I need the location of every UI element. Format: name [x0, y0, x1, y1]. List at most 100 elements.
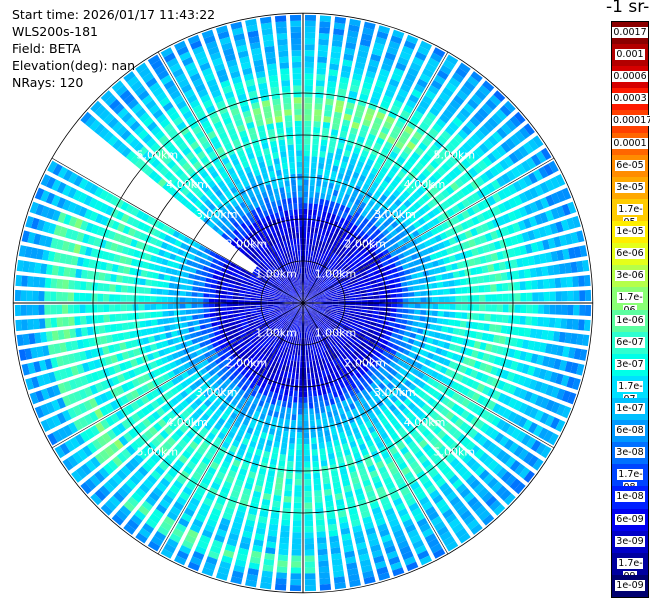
ray-gate-cell [277, 269, 283, 276]
ray-gate-cell [303, 161, 310, 168]
ray-gate-cell [439, 530, 452, 542]
ray-gate-cell [267, 529, 278, 537]
ray-gate-cell [446, 272, 454, 279]
ray-gate-cell [130, 238, 138, 248]
ray-gate-cell [352, 268, 359, 274]
ray-gate-cell [388, 78, 400, 88]
ray-gate-cell [261, 237, 268, 244]
ray-gate-cell [154, 465, 165, 476]
ray-gate-cell [137, 421, 147, 432]
ray-gate-cell [297, 244, 300, 251]
ray-gate-cell [304, 279, 306, 286]
ray-gate-cell [119, 255, 127, 264]
ray-gate-cell [383, 175, 392, 184]
ray-gate-cell [380, 471, 390, 480]
ray-gate-cell [408, 502, 420, 512]
ray-gate-cell [481, 103, 493, 115]
ray-gate-cell [417, 217, 426, 226]
ray-gate-cell [184, 534, 197, 544]
ray-gate-cell [313, 251, 317, 258]
ray-gate-cell [400, 109, 411, 119]
ray-gate-cell [270, 176, 277, 184]
ray-gate-cell [99, 392, 109, 404]
ray-gate-cell [355, 364, 362, 372]
ray-gate-cell [40, 205, 50, 218]
ray-gate-cell [170, 268, 178, 276]
ray-gate-cell [258, 437, 266, 445]
ray-gate-cell [221, 156, 230, 165]
ray-gate-cell [231, 398, 239, 407]
ray-gate-cell [316, 74, 326, 81]
ray-gate-cell [200, 270, 208, 277]
ray-gate-cell [90, 100, 103, 113]
ray-gate-cell [315, 91, 324, 99]
ray-gate-cell [234, 320, 242, 325]
ray-gate-cell [169, 345, 177, 353]
ray-gate-cell [209, 262, 217, 269]
ray-gate-cell [253, 268, 260, 274]
ray-gate-cell [572, 276, 579, 287]
ray-gate-cell [505, 119, 517, 132]
ray-gate-cell [203, 175, 213, 184]
ray-gate-cell [382, 280, 390, 286]
ray-gate-cell [288, 257, 293, 264]
ray-gate-cell [345, 279, 352, 284]
ray-gate-cell [325, 435, 332, 443]
ray-gate-cell [304, 479, 312, 486]
ray-gate-cell [184, 201, 194, 210]
ray-gate-cell [182, 251, 190, 258]
ray-gate-cell [374, 408, 382, 416]
ray-gate-cell [274, 272, 280, 278]
ray-gate-cell [209, 51, 222, 61]
ray-gate-cell [209, 288, 216, 294]
ray-gate-cell [282, 311, 289, 316]
ray-gate-cell [185, 430, 195, 440]
ray-gate-cell [226, 450, 235, 459]
ray-gate-cell [242, 324, 250, 329]
ray-gate-cell [251, 182, 258, 190]
ray-gate-cell [206, 344, 214, 351]
ray-gate-cell [470, 150, 481, 162]
ray-gate-cell [159, 429, 170, 440]
ray-gate-cell [370, 544, 382, 553]
ray-gate-cell [167, 296, 174, 303]
ray-gate-cell [284, 490, 292, 497]
ray-gate-cell [141, 406, 151, 416]
ray-gate-cell [29, 201, 39, 214]
ray-gate-cell [130, 154, 141, 165]
ray-gate-cell [261, 301, 268, 303]
ray-gate-cell [234, 479, 244, 488]
ray-gate-cell [275, 21, 287, 28]
ray-gate-cell [205, 556, 218, 566]
ray-gate-cell [332, 280, 339, 286]
ray-gate-cell [459, 107, 471, 119]
ray-gate-cell [243, 141, 252, 149]
ray-gate-cell [420, 263, 428, 271]
ray-gate-cell [373, 435, 382, 444]
ray-gate-cell [294, 287, 298, 293]
ray-gate-cell [350, 79, 361, 87]
ray-gate-cell [445, 540, 459, 552]
ray-gate-cell [295, 280, 299, 287]
ray-gate-cell [298, 343, 301, 350]
ray-gate-cell [28, 333, 36, 345]
ray-gate-cell [231, 27, 244, 36]
ray-gate-cell [324, 279, 331, 285]
ray-gate-cell [190, 374, 198, 382]
ray-gate-cell [87, 442, 98, 454]
ray-gate-cell [470, 500, 483, 513]
ray-gate-cell [152, 486, 164, 498]
ray-gate-cell [313, 396, 318, 403]
ray-gate-cell [248, 224, 255, 232]
ray-gate-cell [144, 234, 153, 243]
ray-gate-cell [78, 206, 88, 218]
ray-gate-cell [308, 197, 314, 204]
ray-gate-cell [403, 145, 413, 155]
ray-gate-cell [482, 514, 495, 526]
ray-gate-cell [202, 99, 214, 109]
ray-gate-cell [329, 63, 340, 71]
ray-gate-cell [268, 279, 275, 284]
ray-gate-cell [226, 299, 233, 303]
ray-gate-cell [303, 338, 305, 345]
ray-gate-cell [267, 470, 276, 478]
